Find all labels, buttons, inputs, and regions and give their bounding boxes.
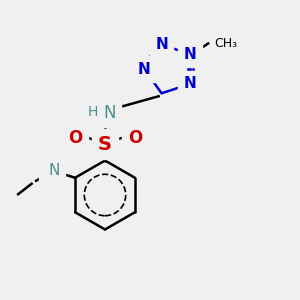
Text: N: N (155, 37, 168, 52)
Text: N: N (103, 103, 116, 122)
Text: O: O (128, 129, 142, 147)
Text: H: H (45, 164, 54, 177)
Text: H: H (88, 106, 98, 119)
Text: S: S (98, 134, 112, 154)
Text: O: O (68, 129, 82, 147)
Text: N: N (184, 46, 197, 62)
Text: N: N (48, 163, 60, 178)
Text: CH₃: CH₃ (214, 37, 237, 50)
Text: N: N (184, 76, 197, 92)
Text: N: N (138, 61, 150, 76)
